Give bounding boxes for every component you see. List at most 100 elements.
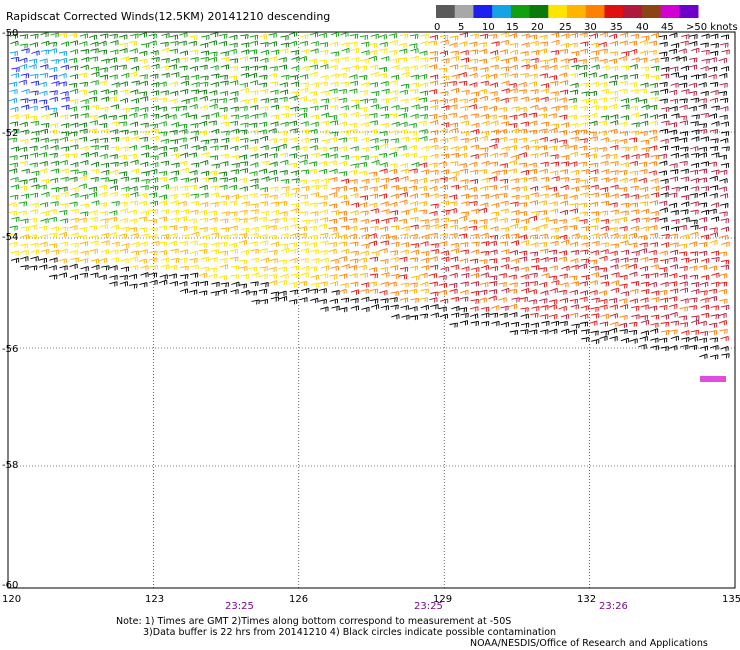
wind-barb xyxy=(359,272,369,278)
wind-barb xyxy=(229,34,238,41)
wind-barb xyxy=(20,104,30,110)
wind-barb xyxy=(580,258,590,264)
wind-barb xyxy=(301,129,310,135)
wind-barb xyxy=(250,232,259,238)
wind-barb xyxy=(78,227,88,233)
wind-barb xyxy=(439,137,449,144)
wind-barb xyxy=(278,290,287,296)
wind-barb xyxy=(348,233,357,240)
wind-barb xyxy=(418,73,428,80)
wind-barb xyxy=(338,97,347,103)
wind-barb xyxy=(239,105,248,112)
wind-barb xyxy=(690,209,699,215)
wind-barb xyxy=(579,32,588,38)
wind-barb xyxy=(270,291,280,297)
wind-barb xyxy=(378,34,387,40)
wind-barb xyxy=(628,137,638,143)
wind-barb xyxy=(250,226,259,232)
wind-barb xyxy=(638,177,647,184)
wind-barb xyxy=(579,138,588,144)
wind-barb xyxy=(300,87,309,93)
wind-barb xyxy=(449,224,459,230)
wind-barb xyxy=(70,217,79,223)
wind-barb xyxy=(499,163,508,169)
wind-barb xyxy=(469,41,478,47)
wind-barb xyxy=(429,80,439,86)
wind-barb xyxy=(538,113,548,119)
wind-barb xyxy=(690,121,699,127)
wind-barb xyxy=(210,31,219,38)
legend-label-0: 0 xyxy=(434,22,440,33)
wind-barb xyxy=(389,163,398,169)
wind-barb xyxy=(49,177,59,183)
wind-barb xyxy=(80,152,89,158)
wind-barb xyxy=(469,161,478,168)
wind-barb xyxy=(230,145,239,152)
wind-barb xyxy=(189,257,198,264)
wind-barb xyxy=(661,330,670,336)
wind-barb xyxy=(490,138,499,144)
wind-barb xyxy=(590,306,599,312)
wind-barb xyxy=(539,168,548,174)
wind-barb xyxy=(31,130,40,136)
wind-barb xyxy=(689,34,698,40)
wind-barb xyxy=(500,200,509,206)
wind-barb xyxy=(648,305,658,311)
wind-barb xyxy=(218,98,227,104)
wind-barb xyxy=(258,288,268,294)
wind-barb xyxy=(399,233,409,239)
wind-barb xyxy=(399,33,409,39)
wind-barb xyxy=(528,176,537,182)
wind-barb xyxy=(9,89,18,95)
wind-barb xyxy=(609,177,618,183)
wind-barb xyxy=(279,243,289,249)
wind-barb xyxy=(639,113,648,119)
wind-barb xyxy=(539,233,548,239)
wind-barb xyxy=(289,95,298,101)
wind-barb xyxy=(509,88,518,94)
wind-barb xyxy=(41,40,50,46)
wind-barb xyxy=(219,241,228,247)
wind-barb xyxy=(60,64,69,70)
wind-barb xyxy=(520,51,529,57)
wind-barb xyxy=(150,73,159,79)
wind-barb xyxy=(368,233,377,239)
wind-barb xyxy=(61,104,70,110)
wind-barb xyxy=(391,121,400,127)
wind-barb xyxy=(498,273,507,279)
wind-barb xyxy=(660,258,669,264)
lon-label-132: 132 xyxy=(577,594,596,605)
wind-barb xyxy=(491,96,500,103)
wind-barb xyxy=(441,58,450,64)
wind-barb xyxy=(699,345,709,351)
wind-barb xyxy=(439,313,449,320)
wind-barb xyxy=(268,224,277,231)
wind-barb xyxy=(559,297,569,304)
wind-barb xyxy=(489,281,498,287)
wind-barb xyxy=(521,33,530,39)
wind-barb xyxy=(680,65,689,71)
wind-barb xyxy=(668,256,678,263)
legend-swatch xyxy=(473,5,493,18)
wind-barb xyxy=(488,184,498,191)
wind-barb xyxy=(570,129,580,136)
wind-barb xyxy=(421,145,430,152)
wind-barb xyxy=(720,226,730,232)
wind-barb xyxy=(669,89,678,96)
wind-barb xyxy=(409,315,419,321)
wind-barb xyxy=(530,57,539,64)
wind-barb xyxy=(700,136,709,142)
wind-barb xyxy=(89,120,98,126)
wind-barb xyxy=(229,97,238,103)
wind-barb xyxy=(380,201,389,207)
wind-barb xyxy=(169,176,178,182)
wind-barb xyxy=(419,114,428,120)
wind-barb xyxy=(549,97,558,103)
wind-barb xyxy=(459,152,468,159)
wind-barb xyxy=(709,192,718,199)
wind-barb xyxy=(520,266,529,272)
wind-barb xyxy=(500,97,509,103)
wind-barb xyxy=(18,63,28,70)
wind-barb xyxy=(610,184,619,190)
wind-barb xyxy=(500,208,509,214)
